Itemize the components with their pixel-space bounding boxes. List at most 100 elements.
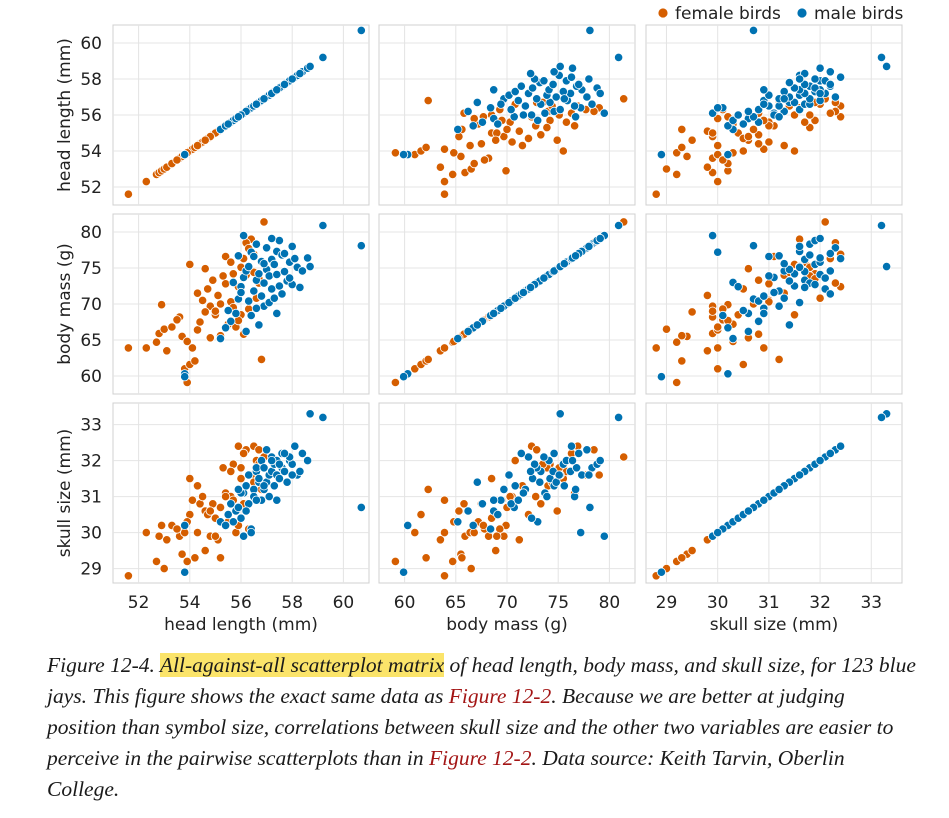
- legend-item-female: female birds: [657, 4, 781, 24]
- male-point: [523, 452, 534, 462]
- female-point: [221, 279, 231, 289]
- female-point: [672, 337, 682, 347]
- x-tick-label: 31: [758, 593, 780, 613]
- male-point: [738, 305, 748, 316]
- y-tick-label: 31: [80, 488, 102, 508]
- male-point: [656, 372, 667, 382]
- female-point: [479, 155, 490, 165]
- male-point: [518, 110, 529, 120]
- female-point: [661, 164, 672, 174]
- male-point: [656, 567, 667, 577]
- female-point: [517, 141, 528, 151]
- male-point: [774, 251, 784, 261]
- figure-caption: Figure 12-4. All-against-all scatterplot…: [47, 650, 917, 805]
- figure-link-2[interactable]: Figure 12-2: [428, 746, 532, 770]
- male-point: [356, 25, 366, 36]
- male-point: [236, 287, 246, 298]
- male-point: [518, 488, 529, 498]
- male-point: [504, 470, 514, 480]
- y-tick-label: 52: [80, 178, 102, 198]
- female-point: [123, 189, 133, 199]
- male-point: [254, 473, 264, 484]
- male-point: [244, 296, 254, 306]
- male-point: [525, 466, 536, 476]
- female-point: [141, 527, 151, 538]
- female-point: [687, 545, 697, 556]
- female-point: [208, 275, 218, 285]
- male-point: [774, 301, 784, 311]
- female-point: [561, 117, 572, 127]
- caption-text-3: . Data source: Keith Tarvin, Oberlin Col…: [47, 746, 845, 801]
- y-tick-label: 54: [80, 142, 102, 162]
- female-point: [410, 364, 420, 374]
- male-point: [493, 119, 503, 129]
- male-point: [496, 99, 506, 109]
- male-point: [576, 527, 586, 538]
- male-point: [279, 266, 290, 277]
- female-point: [789, 146, 800, 156]
- male-point: [794, 470, 805, 480]
- female-point: [805, 110, 815, 120]
- female-point: [218, 271, 228, 281]
- female-point: [192, 527, 203, 538]
- male-point: [748, 241, 759, 251]
- male-point: [707, 231, 718, 241]
- male-point: [282, 477, 292, 487]
- male-point: [233, 112, 243, 122]
- x-tick-label: 30: [707, 593, 729, 613]
- male-point: [835, 441, 846, 451]
- female-point: [157, 520, 167, 531]
- male-point: [533, 115, 543, 126]
- female-point: [748, 124, 759, 134]
- male-point: [570, 251, 581, 261]
- male-point: [233, 251, 243, 261]
- figure-link-1[interactable]: Figure 12-2: [448, 684, 552, 708]
- male-point: [510, 87, 520, 97]
- male-point: [518, 287, 529, 298]
- male-point: [180, 520, 190, 531]
- male-point: [582, 445, 592, 455]
- female-point: [200, 264, 210, 274]
- x-tick-label: 80: [599, 593, 621, 613]
- male-point: [738, 119, 748, 129]
- female-point: [198, 491, 208, 502]
- male-point: [251, 303, 261, 313]
- female-point: [200, 545, 210, 556]
- female-point: [532, 445, 542, 455]
- female-point: [390, 556, 400, 567]
- male-point: [548, 79, 558, 90]
- male-point: [254, 269, 264, 279]
- female-point: [486, 473, 497, 484]
- male-point: [493, 509, 503, 520]
- x-tick-label: 60: [394, 593, 416, 613]
- y-tick-label: 60: [80, 367, 102, 387]
- male-point: [800, 282, 810, 292]
- female-point: [200, 135, 210, 145]
- male-point: [584, 470, 594, 480]
- caption-highlight: All-against-all scatterplot matrix: [159, 653, 445, 677]
- x-tick-label: 60: [333, 593, 355, 613]
- female-point: [187, 495, 197, 505]
- male-point: [254, 320, 264, 330]
- legend-label: male birds: [814, 4, 904, 24]
- male-point: [595, 88, 605, 99]
- male-point: [256, 291, 267, 301]
- female-point: [478, 520, 488, 531]
- male-point: [277, 289, 287, 299]
- female-point: [454, 506, 464, 516]
- x-tick-label: 32: [809, 593, 831, 613]
- female-point: [421, 553, 431, 563]
- male-point: [825, 289, 835, 299]
- male-point: [305, 261, 315, 272]
- female-point: [677, 553, 687, 563]
- male-point: [759, 99, 769, 109]
- male-point: [251, 463, 261, 473]
- male-point: [180, 372, 190, 382]
- female-point: [215, 299, 226, 309]
- female-point: [672, 169, 682, 179]
- male-point: [251, 99, 261, 109]
- female-point: [815, 293, 825, 303]
- male-point: [774, 112, 784, 122]
- male-point: [302, 253, 313, 263]
